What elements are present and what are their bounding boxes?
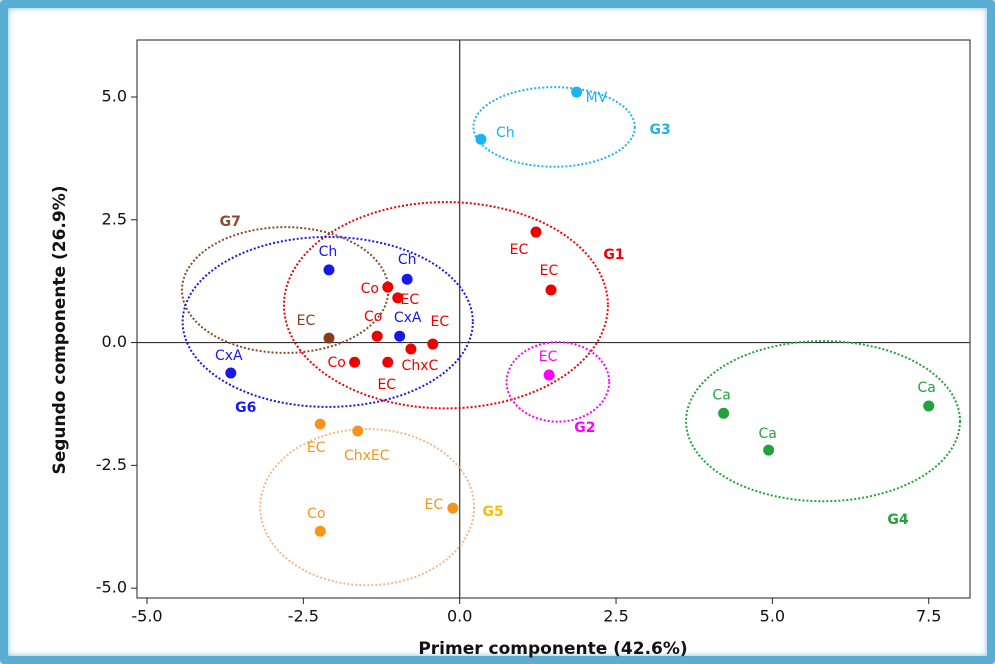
group-ellipse xyxy=(472,86,636,168)
point xyxy=(447,502,459,514)
group-label: G3 xyxy=(650,122,671,138)
group-ellipse xyxy=(685,340,961,503)
point xyxy=(405,343,417,355)
point xyxy=(475,133,487,145)
x-tick-label: 0.0 xyxy=(447,607,472,626)
group-ellipse xyxy=(181,235,474,408)
point-label: Ch xyxy=(319,244,338,260)
group-ellipse xyxy=(282,201,609,410)
group-ellipse xyxy=(505,341,611,423)
point xyxy=(401,273,413,285)
point-label: Ch xyxy=(398,252,417,268)
x-tick-label: 7.5 xyxy=(916,607,941,626)
point xyxy=(371,330,383,342)
point-label: EC xyxy=(297,313,316,329)
point xyxy=(225,367,237,379)
point xyxy=(530,226,542,238)
point xyxy=(349,356,361,368)
point-label: EC xyxy=(425,497,444,513)
plot-area xyxy=(136,39,971,599)
point-label: CxA xyxy=(215,348,243,364)
x-tick-label: 2.5 xyxy=(603,607,628,626)
point xyxy=(923,400,935,412)
point-label: Ca xyxy=(712,387,730,403)
point-label: ChxC xyxy=(402,358,439,374)
x-tick-label: 5.0 xyxy=(760,607,785,626)
point-label: EC xyxy=(539,349,558,365)
point xyxy=(394,330,406,342)
point xyxy=(382,356,394,368)
point xyxy=(352,425,364,437)
point xyxy=(382,281,394,293)
point xyxy=(323,264,335,276)
point xyxy=(323,332,335,344)
y-tick-label: 0.0 xyxy=(102,332,127,351)
x-axis-label: Primer componente (42.6%) xyxy=(418,639,687,659)
point-label: EC xyxy=(540,263,559,279)
group-label: G2 xyxy=(574,420,595,436)
point-label: EC xyxy=(430,314,449,330)
group-ellipse xyxy=(259,428,476,587)
y-tick-label: -5.0 xyxy=(96,578,127,597)
group-label: G6 xyxy=(235,400,256,416)
group-label: G4 xyxy=(887,512,908,528)
point xyxy=(427,338,439,350)
point xyxy=(392,292,404,304)
point-label: Ca xyxy=(758,426,776,442)
group-label: G7 xyxy=(220,214,241,230)
point-label: Co xyxy=(327,355,345,371)
point-label: EC xyxy=(510,242,529,258)
x-tick-label: -5.0 xyxy=(131,607,162,626)
point-label: CxA xyxy=(394,310,422,326)
point xyxy=(571,86,583,98)
point-label: Co xyxy=(361,281,379,297)
point-label: MV xyxy=(586,90,608,106)
x-tick-label: -2.5 xyxy=(288,607,319,626)
y-tick-label: 5.0 xyxy=(102,86,127,105)
point-label: Ca xyxy=(918,380,936,396)
y-axis-label: Segundo componente (26.9%) xyxy=(50,185,70,474)
group-label: G5 xyxy=(483,504,504,520)
point-label: Co xyxy=(364,309,382,325)
point-label: EC xyxy=(377,377,396,393)
point-label: Co xyxy=(307,506,325,522)
point-label: Ch xyxy=(496,125,515,141)
point-label: EC xyxy=(307,440,326,456)
y-tick-label: 2.5 xyxy=(102,209,127,228)
point xyxy=(545,284,557,296)
point xyxy=(543,369,555,381)
point-label: ChxEC xyxy=(344,448,390,464)
point xyxy=(314,525,326,537)
group-label: G1 xyxy=(603,247,624,263)
y-tick-label: -2.5 xyxy=(96,455,127,474)
point xyxy=(718,407,730,419)
point xyxy=(314,418,326,430)
point xyxy=(763,444,775,456)
point-label: EC xyxy=(400,292,419,308)
